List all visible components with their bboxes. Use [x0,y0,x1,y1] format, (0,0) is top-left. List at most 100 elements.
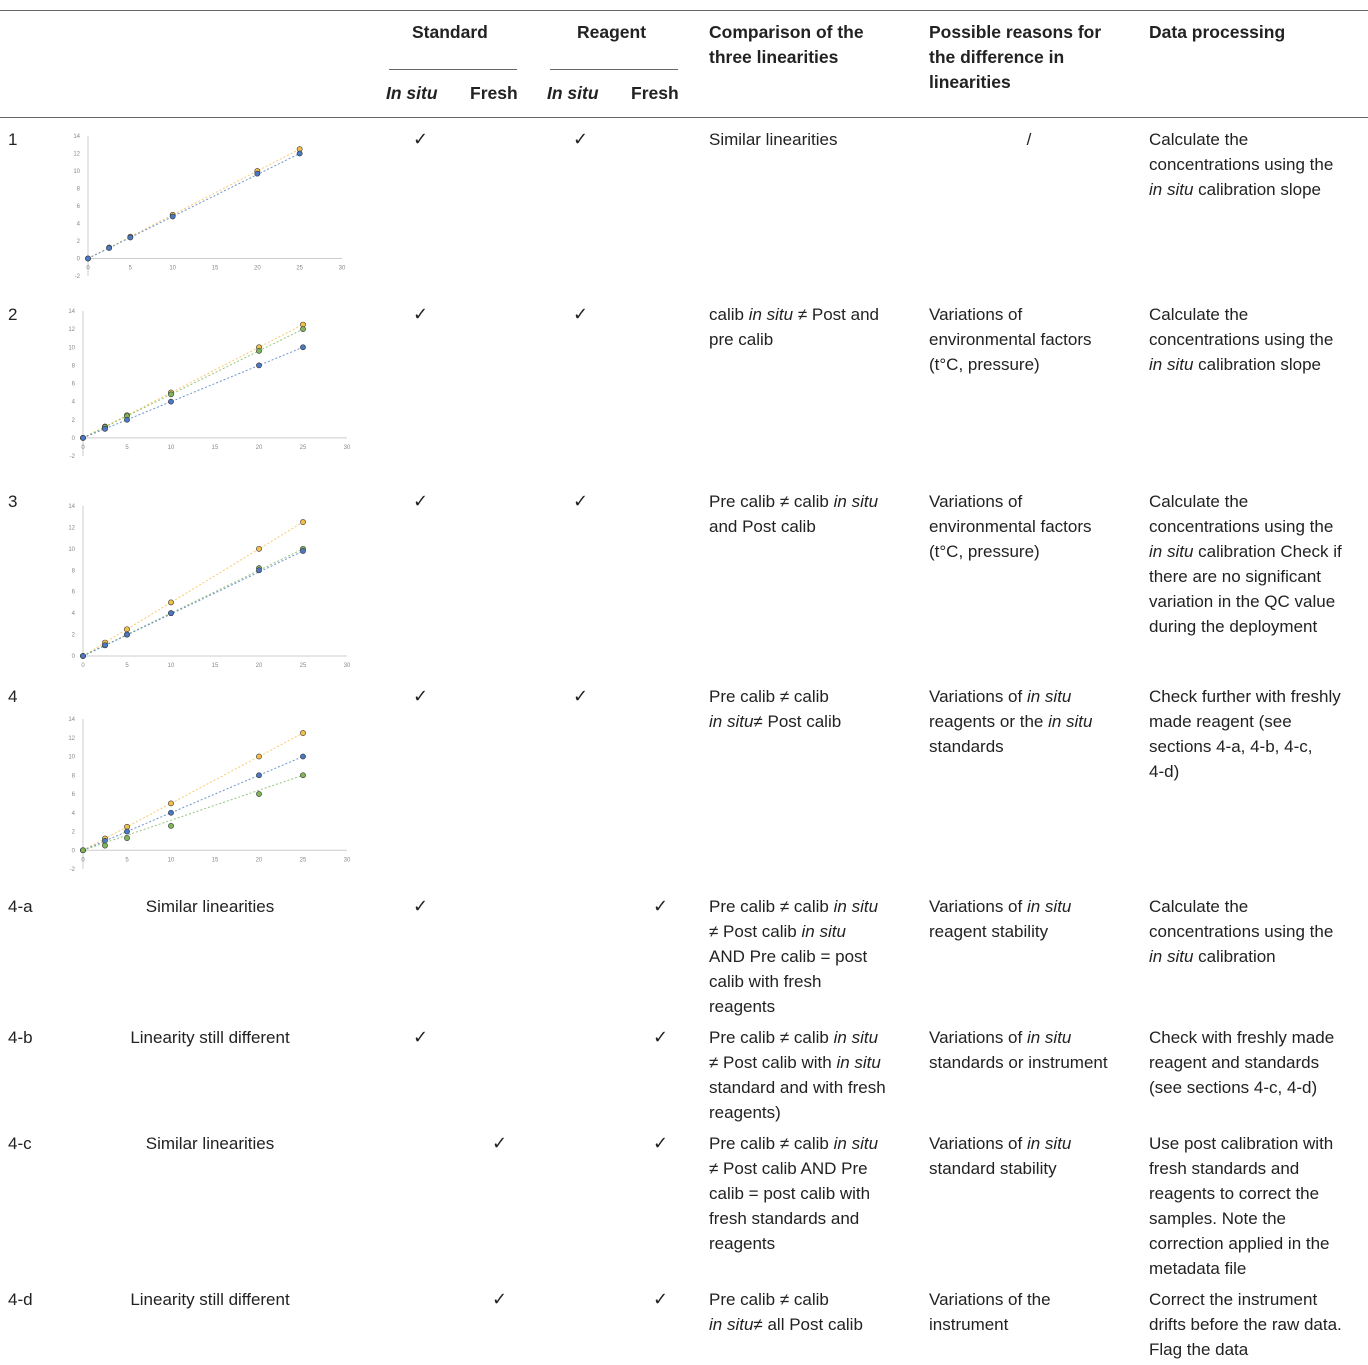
cell-line: environmental factors [929,327,1129,352]
processing-cell: Calculate the concentrations using the in … [1149,894,1364,969]
text-segment: calib [709,305,749,324]
y-tick-label: 2 [72,633,76,639]
cell-line: concentrations using the [1149,514,1364,539]
text-segment: concentrations using the [1149,155,1334,174]
text-segment: calibration slope [1193,180,1321,199]
italic-term: in situ [801,922,846,941]
y-tick-label: 6 [72,590,76,596]
cell-line: fresh standards and [1149,1156,1364,1181]
reasons-cell: Variations of in situ standard stability [929,1131,1129,1181]
text-segment: calibration Check if [1193,542,1342,561]
text-segment: calibration slope [1193,355,1321,374]
y-tick-label: 12 [68,327,75,333]
x-tick-label: 0 [81,857,85,863]
data-point [102,642,108,649]
check-mark: ✓ [573,304,589,325]
x-tick-label: 25 [300,445,307,451]
text-segment: fresh standards and [709,1209,860,1228]
comparison-cell: Similar linearities [709,127,909,152]
processing-cell: Use post calibration with fresh standards… [1149,1131,1364,1281]
italic-term: in situ [1026,687,1072,706]
italic-term: in situ [1026,1028,1072,1047]
cell-line: Variations of the [929,1287,1129,1312]
check-mark: ✓ [492,1133,508,1154]
comparison-cell: Pre calib ≠ calib in situ ≠ Post calib wi… [709,1025,909,1125]
text-segment: correction applied in the [1149,1234,1330,1253]
data-point [168,809,174,816]
x-tick-label: 10 [169,266,176,272]
trendline [82,521,304,657]
y-tick-label: 12 [68,525,75,531]
y-tick-label: 10 [68,345,75,351]
cell-line: reagents [709,994,909,1019]
text-segment: Similar linearities [709,130,838,149]
cell-line: 4-d) [1149,759,1364,784]
header-rule [0,117,1368,118]
reasons-cell: / [929,127,1129,152]
check-mark: ✓ [413,686,429,707]
cell-line: Calculate the [1149,894,1364,919]
text-segment: reagents to correct the [1149,1184,1320,1203]
comparison-cell: Pre calib ≠ calib in situ ≠ Post calib AN… [709,1131,909,1256]
text-segment: reagent stability [929,922,1049,941]
reasons-cell: Variations of environmental factors (t°C, … [929,489,1129,564]
text-segment: ≠ Post calib with [709,1053,837,1072]
header-reagent: Reagent [577,22,647,42]
cell-line: Use post calibration with [1149,1131,1364,1156]
data-point [256,567,262,574]
text-segment: ≠ all Post calib [753,1315,863,1334]
italic-term: in situ [833,492,879,511]
y-tick-label: 12 [68,736,75,742]
cell-line: and Post calib [709,514,909,539]
text-segment: instrument [929,1315,1009,1334]
italic-term: in situ [709,1315,754,1334]
text-segment: (t°C, pressure) [929,542,1040,561]
text-segment: Pre calib ≠ calib [709,492,834,511]
cell-line: samples. Note the [1149,1206,1364,1231]
x-tick-label: 15 [212,266,219,272]
y-tick-label: 14 [73,134,80,140]
italic-term: in situ [1149,947,1194,966]
text-segment: standard stability [929,1159,1057,1178]
italic-term: in situ [709,712,754,731]
text-segment: AND Pre calib = post [709,947,868,966]
data-point [168,599,174,606]
text-segment: during the deployment [1149,617,1318,636]
text-segment: Variations of [929,1134,1027,1153]
text-segment: Correct the instrument [1149,1290,1318,1309]
y-tick-label: 6 [77,204,81,210]
check-mark: ✓ [653,1289,669,1310]
text-segment: Flag the data [1149,1340,1249,1359]
x-tick-label: 10 [168,857,175,863]
data-point [124,828,130,835]
header-reagent-in-situ: In situ [547,83,599,103]
text-segment: reagents) [709,1103,781,1122]
cell-line: in situ calibration slope [1149,352,1364,377]
cell-line: metadata file [1149,1256,1364,1281]
trendline [82,756,304,851]
cell-line: calib in situ ≠ Post and [709,302,909,327]
text-segment: environmental factors [929,517,1092,536]
comparison-cell: Pre calib ≠ calib in situ≠ Post calib [709,684,909,734]
text-segment: environmental factors [929,330,1092,349]
x-tick-label: 5 [125,445,129,451]
text-segment: standard and with fresh [709,1078,886,1097]
text-segment: pre calib [709,330,774,349]
cell-line: ≠ Post calib AND Pre [709,1156,909,1181]
y-tick-label: 4 [72,611,76,617]
cell-line: Variations of in situ [929,1131,1129,1156]
y-tick-label: 10 [68,547,75,553]
cell-line: ≠ Post calib in situ [709,919,909,944]
text-segment: reagents or the [929,712,1049,731]
check-mark: ✓ [413,896,429,917]
calibration-chart-3: 0 5 10 15 20 25 30 0 2 4 6 8 10 12 14 [68,504,351,669]
cell-line: reagent stability [929,919,1129,944]
text-segment: reagent and standards [1149,1053,1320,1072]
cell-line: reagent and standards [1149,1050,1364,1075]
y-tick-label: 8 [72,773,76,779]
comparison-cell: calib in situ ≠ Post and pre calib [709,302,909,352]
data-point [300,548,306,554]
x-tick-label: 15 [212,445,219,451]
text-segment: standards or instrument [929,1053,1108,1072]
italic-term: in situ [1149,180,1194,199]
